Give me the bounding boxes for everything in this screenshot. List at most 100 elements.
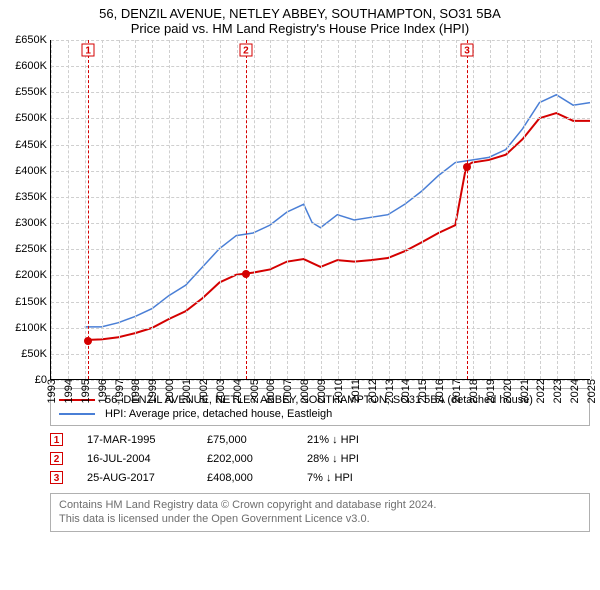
chart-title: 56, DENZIL AVENUE, NETLEY ABBEY, SOUTHAM…: [0, 6, 600, 21]
gridline-vertical: [287, 40, 288, 379]
x-axis-label: 2021: [517, 379, 531, 403]
gridline-vertical: [540, 40, 541, 379]
y-axis-label: £450K: [15, 139, 51, 151]
gridline-vertical: [524, 40, 525, 379]
gridline-vertical: [422, 40, 423, 379]
transaction-price: £75,000: [207, 434, 307, 446]
gridline-vertical: [85, 40, 86, 379]
transaction-marker-box: 1: [82, 44, 95, 57]
x-axis-label: 2016: [432, 379, 446, 403]
y-axis-label: £550K: [15, 86, 51, 98]
x-axis-label: 2007: [280, 379, 294, 403]
y-axis-label: £250K: [15, 243, 51, 255]
x-axis-label: 2024: [567, 379, 581, 403]
x-axis-label: 1997: [112, 379, 126, 403]
x-axis-label: 2023: [550, 379, 564, 403]
x-axis-label: 1999: [145, 379, 159, 403]
y-axis-label: £600K: [15, 60, 51, 72]
y-axis-label: £50K: [21, 348, 51, 360]
y-axis-label: £150K: [15, 296, 51, 308]
y-axis-label: £650K: [15, 34, 51, 46]
plot-area: £0£50K£100K£150K£200K£250K£300K£350K£400…: [50, 40, 590, 380]
transaction-marker-line: [88, 40, 89, 379]
x-axis-label: 2014: [398, 379, 412, 403]
gridline-vertical: [338, 40, 339, 379]
x-axis-label: 2017: [449, 379, 463, 403]
x-axis-label: 2022: [533, 379, 547, 403]
footer-attribution: Contains HM Land Registry data © Crown c…: [50, 493, 590, 532]
y-axis-label: £500K: [15, 112, 51, 124]
gridline-vertical: [456, 40, 457, 379]
gridline-vertical: [389, 40, 390, 379]
gridline-vertical: [152, 40, 153, 379]
x-axis-label: 2010: [331, 379, 345, 403]
x-axis-label: 2006: [263, 379, 277, 403]
chart-subtitle: Price paid vs. HM Land Registry's House …: [0, 21, 600, 36]
transaction-row: 1 17-MAR-1995£75,00021% ↓ HPI: [50, 430, 590, 449]
x-axis-label: 2003: [213, 379, 227, 403]
gridline-vertical: [372, 40, 373, 379]
transaction-date: 25-AUG-2017: [87, 472, 207, 484]
x-axis-label: 2000: [162, 379, 176, 403]
transaction-row: 3 25-AUG-2017£408,0007% ↓ HPI: [50, 468, 590, 487]
x-axis-label: 2009: [314, 379, 328, 403]
gridline-vertical: [237, 40, 238, 379]
transaction-date: 17-MAR-1995: [87, 434, 207, 446]
gridline-vertical: [220, 40, 221, 379]
transactions-table: 1 17-MAR-1995£75,00021% ↓ HPI 216-JUL-2004…: [50, 430, 590, 487]
x-axis-label: 1994: [61, 379, 75, 403]
sale-dot: [242, 270, 250, 278]
gridline-vertical: [270, 40, 271, 379]
gridline-vertical: [203, 40, 204, 379]
transaction-diff: 7% ↓ HPI: [307, 472, 427, 484]
transaction-diff: 21% ↓ HPI: [307, 434, 427, 446]
legend-swatch: [59, 413, 95, 415]
gridline-vertical: [321, 40, 322, 379]
footer-line: This data is licensed under the Open Gov…: [59, 512, 581, 526]
transaction-diff: 28% ↓ HPI: [307, 453, 427, 465]
y-axis-label: £300K: [15, 217, 51, 229]
x-axis-label: 2019: [483, 379, 497, 403]
gridline-vertical: [135, 40, 136, 379]
transaction-price: £408,000: [207, 472, 307, 484]
gridline-vertical: [51, 40, 52, 379]
chart-container: 56, DENZIL AVENUE, NETLEY ABBEY, SOUTHAM…: [0, 6, 600, 532]
transaction-row: 216-JUL-2004£202,00028% ↓ HPI: [50, 449, 590, 468]
gridline-vertical: [405, 40, 406, 379]
x-axis-label: 2018: [466, 379, 480, 403]
legend-label: HPI: Average price, detached house, East…: [105, 408, 332, 420]
x-axis-label: 1995: [78, 379, 92, 403]
gridline-vertical: [102, 40, 103, 379]
x-axis-label: 2011: [348, 379, 362, 403]
y-axis-label: £400K: [15, 165, 51, 177]
transaction-marker-line: [467, 40, 468, 379]
transaction-marker-icon: 3: [50, 471, 63, 484]
transaction-date: 16-JUL-2004: [87, 453, 207, 465]
gridline-vertical: [439, 40, 440, 379]
transaction-price: £202,000: [207, 453, 307, 465]
transaction-marker-line: [246, 40, 247, 379]
gridline-vertical: [591, 40, 592, 379]
x-axis-label: 2005: [247, 379, 261, 403]
x-axis-label: 2015: [415, 379, 429, 403]
x-axis-label: 2013: [382, 379, 396, 403]
series-line-property: [88, 113, 590, 340]
gridline-vertical: [473, 40, 474, 379]
transaction-marker-box: 3: [460, 44, 473, 57]
gridline-vertical: [186, 40, 187, 379]
gridline-vertical: [490, 40, 491, 379]
y-axis-label: £350K: [15, 191, 51, 203]
x-axis-label: 1993: [44, 379, 58, 403]
gridline-vertical: [507, 40, 508, 379]
gridline-vertical: [574, 40, 575, 379]
x-axis-label: 2004: [230, 379, 244, 403]
x-axis-label: 2008: [297, 379, 311, 403]
y-axis-label: £100K: [15, 322, 51, 334]
x-axis-label: 2025: [584, 379, 598, 403]
x-axis-label: 2001: [179, 379, 193, 403]
x-axis-label: 2002: [196, 379, 210, 403]
gridline-vertical: [169, 40, 170, 379]
transaction-marker-icon: 1: [50, 433, 63, 446]
y-axis-label: £200K: [15, 269, 51, 281]
gridline-vertical: [254, 40, 255, 379]
